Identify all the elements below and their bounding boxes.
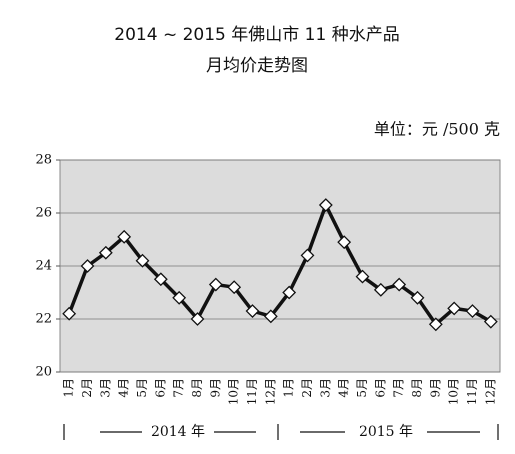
marker (62, 306, 77, 321)
x-tick-label: 8月 (190, 378, 204, 398)
y-tick-label: 22 (35, 312, 52, 327)
marker (172, 290, 187, 305)
x-tick-label: 6月 (153, 378, 167, 398)
x-tick-label: 7月 (392, 378, 406, 398)
y-tick-label: 28 (35, 153, 52, 168)
marker (318, 198, 333, 212)
marker (392, 277, 407, 292)
marker (428, 317, 443, 332)
x-tick-label: 1月 (282, 378, 296, 398)
marker (245, 304, 260, 318)
x-tick-label: 7月 (172, 378, 186, 398)
marker (80, 259, 95, 273)
chart-title: 月均价走势图 (206, 56, 308, 76)
x-tick-label: 9月 (208, 378, 222, 398)
x-tick-label: 3月 (318, 378, 332, 398)
marker (190, 312, 205, 326)
chart-title: 2014 ~ 2015 年佛山市 11 种水产品 (114, 25, 399, 45)
x-tick-label: 12月 (483, 378, 497, 405)
marker (355, 269, 370, 284)
marker (465, 304, 480, 318)
marker (153, 272, 168, 287)
unit-label: 单位：元 /500 克 (374, 120, 500, 139)
marker (227, 280, 242, 295)
marker (117, 229, 132, 244)
x-tick-label: 2月 (80, 378, 94, 398)
marker (373, 282, 388, 297)
x-tick-label: 6月 (373, 378, 387, 398)
marker (282, 285, 297, 300)
marker (135, 253, 150, 268)
x-tick-label: 10月 (227, 378, 241, 405)
y-tick-label: 24 (35, 259, 52, 274)
group-separators (63, 424, 499, 440)
x-tick-label: 5月 (135, 378, 149, 398)
group-label: 2014 年 (151, 424, 205, 440)
x-tick-label: 8月 (410, 378, 424, 398)
x-tick-label: 11月 (245, 378, 259, 405)
marker (263, 309, 278, 324)
x-tick-label: 11月 (465, 378, 479, 405)
marker (300, 248, 315, 263)
x-tick-label: 3月 (98, 378, 112, 398)
x-tick-label: 4月 (117, 378, 131, 398)
x-tick-label: 2月 (300, 378, 314, 398)
y-tick-label: 26 (35, 206, 52, 221)
marker (410, 290, 425, 305)
y-tick-label: 20 (35, 365, 52, 380)
group-label: 2015 年 (359, 424, 413, 440)
marker (98, 245, 113, 260)
line (67, 203, 492, 327)
marker (447, 301, 462, 316)
x-tick-label: 9月 (428, 378, 442, 398)
marker (208, 277, 223, 292)
marker (483, 314, 498, 329)
x-tick-label: 4月 (337, 378, 351, 398)
x-tick-label: 10月 (447, 378, 461, 405)
x-tick-label: 1月 (62, 378, 76, 398)
x-tick-label: 12月 (263, 378, 277, 405)
marker (337, 235, 352, 250)
x-tick-label: 5月 (355, 378, 369, 398)
